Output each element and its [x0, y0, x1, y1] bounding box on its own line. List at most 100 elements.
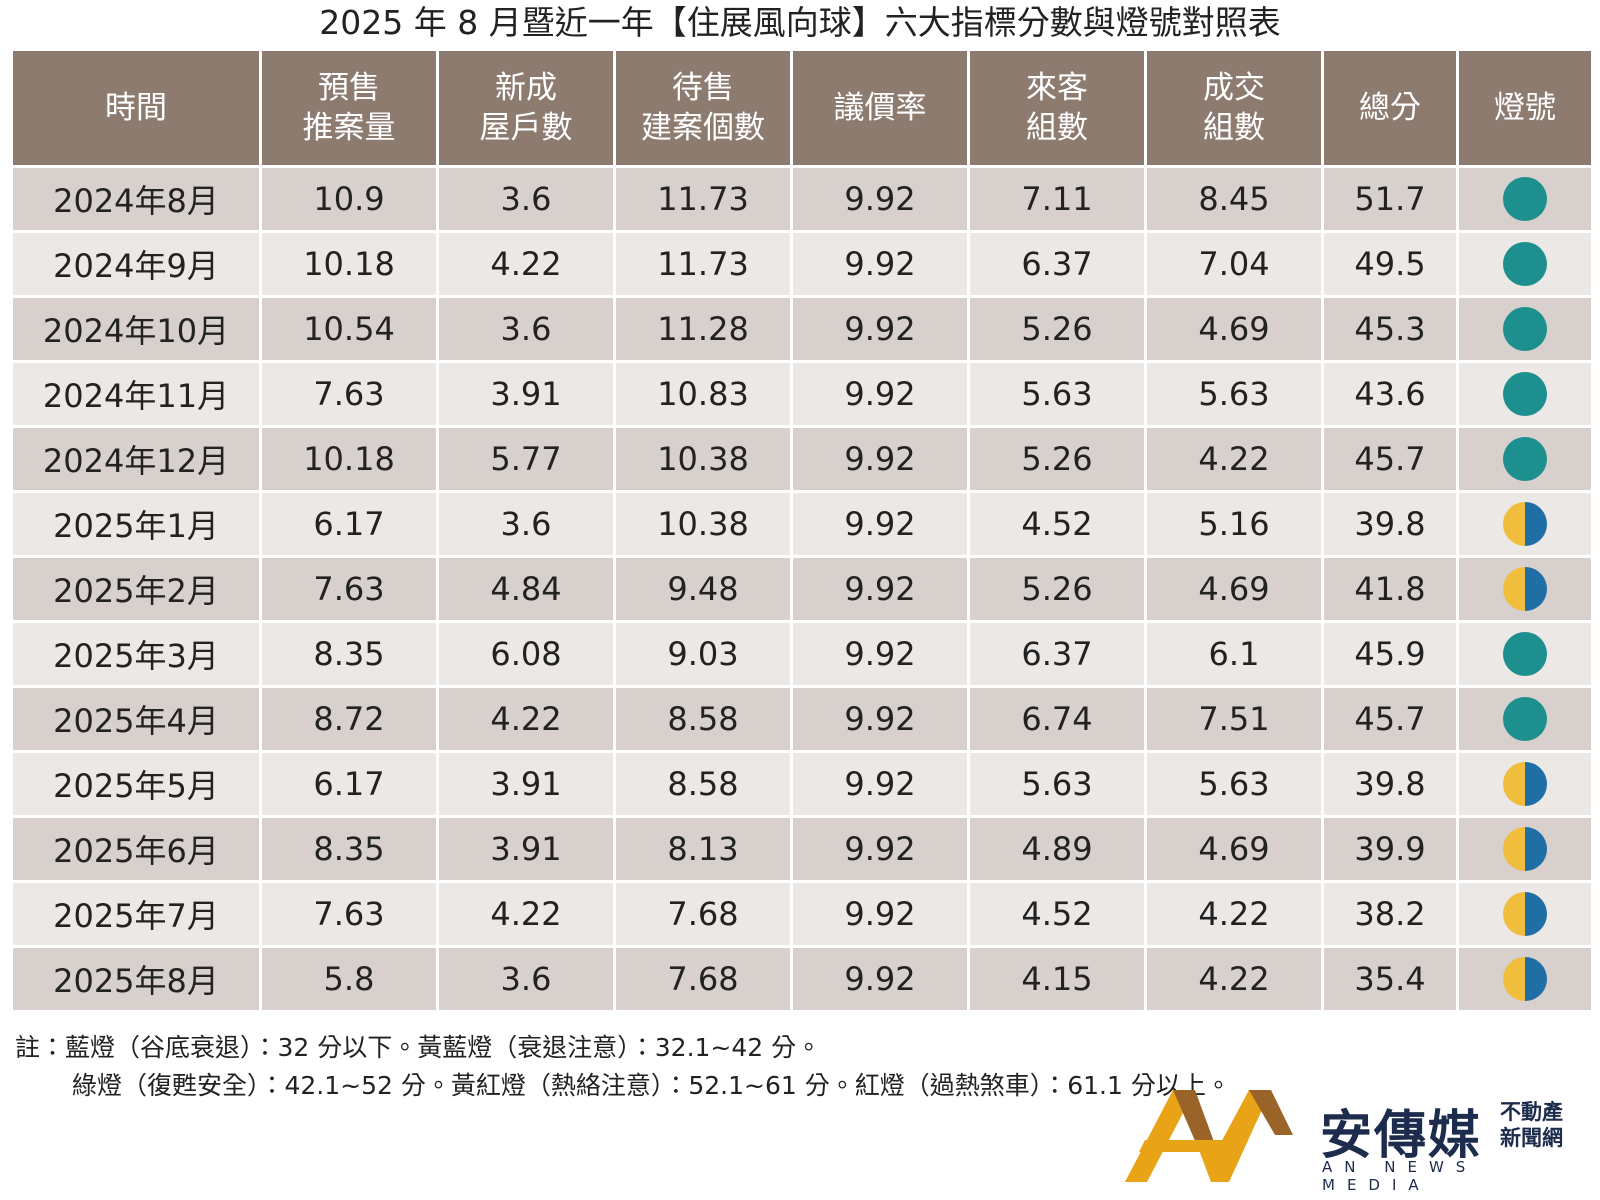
light-half — [1525, 892, 1547, 936]
light-half — [1503, 567, 1525, 611]
logo-name: 安傳媒 — [1320, 1106, 1483, 1166]
header-text: 總分 — [1359, 90, 1421, 126]
light-signal — [1503, 307, 1547, 351]
table-cell: 4.22 — [1147, 948, 1321, 1010]
table-cell: 4.22 — [1147, 883, 1321, 945]
light-cell — [1459, 623, 1591, 685]
light-cell — [1459, 818, 1591, 880]
table-cell: 4.69 — [1147, 298, 1321, 360]
table-cell: 9.92 — [793, 558, 967, 620]
table-cell: 3.6 — [439, 168, 613, 230]
header-text: 時間 — [105, 90, 167, 126]
table-cell: 3.91 — [439, 363, 613, 425]
table-cell: 9.92 — [793, 168, 967, 230]
table-cell: 2025年4月 — [13, 688, 259, 750]
table-cell: 5.26 — [970, 298, 1144, 360]
table-cell: 9.92 — [793, 428, 967, 490]
header-text: 組數 — [1026, 110, 1088, 146]
table-cell: 5.16 — [1147, 493, 1321, 555]
table-cell: 10.83 — [616, 363, 790, 425]
table-cell: 9.92 — [793, 623, 967, 685]
light-half — [1525, 697, 1547, 741]
header-cell: 預售 推案量 — [262, 51, 436, 165]
light-signal — [1503, 632, 1547, 676]
light-half — [1503, 502, 1525, 546]
header-cell: 議價率 — [793, 51, 967, 165]
header-cell: 總分 — [1324, 51, 1456, 165]
table-cell: 38.2 — [1324, 883, 1456, 945]
header-cell: 待售 建案個數 — [616, 51, 790, 165]
table-cell: 6.1 — [1147, 623, 1321, 685]
table-cell: 9.92 — [793, 688, 967, 750]
light-cell — [1459, 883, 1591, 945]
light-half — [1503, 762, 1525, 806]
table-cell: 9.48 — [616, 558, 790, 620]
table-cell: 49.5 — [1324, 233, 1456, 295]
table-cell: 43.6 — [1324, 363, 1456, 425]
table-cell: 5.26 — [970, 428, 1144, 490]
table-cell: 2024年8月 — [13, 168, 259, 230]
table-cell: 2025年3月 — [13, 623, 259, 685]
light-signal — [1503, 957, 1547, 1001]
light-cell — [1459, 493, 1591, 555]
light-signal — [1503, 502, 1547, 546]
light-half — [1525, 632, 1547, 676]
table-cell: 9.92 — [793, 233, 967, 295]
table-cell: 4.69 — [1147, 818, 1321, 880]
table-cell: 6.74 — [970, 688, 1144, 750]
header-text: 推案量 — [302, 110, 396, 146]
table-cell: 2024年10月 — [13, 298, 259, 360]
light-half — [1525, 762, 1547, 806]
table-cell: 8.35 — [262, 623, 436, 685]
light-signal — [1503, 697, 1547, 741]
table-cell: 7.68 — [616, 883, 790, 945]
table-cell: 6.17 — [262, 753, 436, 815]
table-cell: 4.89 — [970, 818, 1144, 880]
table-cell: 9.92 — [793, 818, 967, 880]
table-cell: 9.92 — [793, 753, 967, 815]
table-cell: 2025年6月 — [13, 818, 259, 880]
table-cell: 4.22 — [439, 688, 613, 750]
header-cell: 成交 組數 — [1147, 51, 1321, 165]
header-text: 燈號 — [1494, 90, 1556, 126]
table-cell: 5.8 — [262, 948, 436, 1010]
header-text: 新成 — [495, 70, 557, 106]
table-cell: 11.73 — [616, 168, 790, 230]
table-cell: 7.04 — [1147, 233, 1321, 295]
light-signal — [1503, 437, 1547, 481]
table-cell: 9.92 — [793, 298, 967, 360]
light-half — [1525, 437, 1547, 481]
table-cell: 11.73 — [616, 233, 790, 295]
light-half — [1503, 307, 1525, 351]
light-half — [1525, 502, 1547, 546]
table-cell: 8.58 — [616, 688, 790, 750]
table-cell: 45.3 — [1324, 298, 1456, 360]
light-half — [1503, 437, 1525, 481]
logo-english: AN NEWS MEDIA — [1322, 1158, 1478, 1194]
table-cell: 3.91 — [439, 753, 613, 815]
footnote: 註：藍燈（谷底衰退）：32 分以下。黃藍燈（衰退注意）：32.1~42 分。 — [15, 1033, 822, 1062]
table-cell: 10.18 — [262, 233, 436, 295]
table-cell: 8.45 — [1147, 168, 1321, 230]
light-signal — [1503, 762, 1547, 806]
table-cell: 11.28 — [616, 298, 790, 360]
light-signal — [1503, 372, 1547, 416]
light-cell — [1459, 558, 1591, 620]
title: 2025 年 8 月暨近一年【住展風向球】六大指標分數與燈號對照表 — [319, 3, 1281, 42]
table-cell: 7.11 — [970, 168, 1144, 230]
light-half — [1525, 242, 1547, 286]
header-cell: 燈號 — [1459, 51, 1591, 165]
table-cell: 5.63 — [970, 753, 1144, 815]
table-cell: 4.84 — [439, 558, 613, 620]
table-cell: 3.6 — [439, 493, 613, 555]
table-cell: 3.6 — [439, 298, 613, 360]
light-half — [1525, 567, 1547, 611]
table-cell: 3.6 — [439, 948, 613, 1010]
table-cell: 8.72 — [262, 688, 436, 750]
table-cell: 5.77 — [439, 428, 613, 490]
table-cell: 7.63 — [262, 883, 436, 945]
header-text: 屋戶數 — [479, 110, 573, 146]
table-cell: 4.52 — [970, 493, 1144, 555]
table-cell: 7.68 — [616, 948, 790, 1010]
table-cell: 4.69 — [1147, 558, 1321, 620]
